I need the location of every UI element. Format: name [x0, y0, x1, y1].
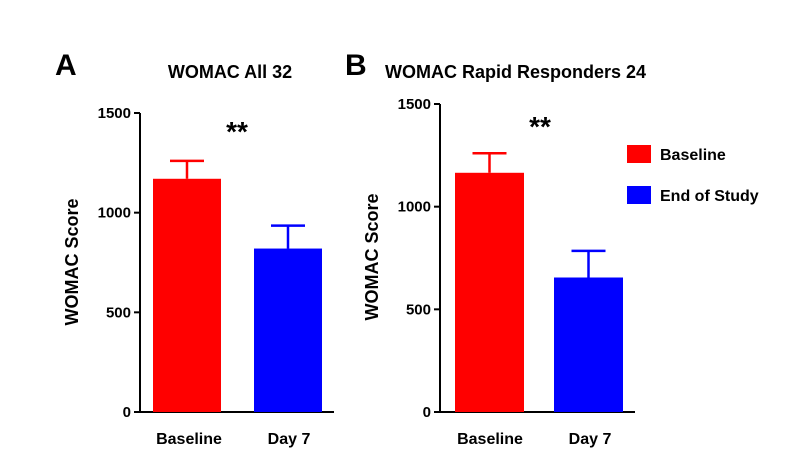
panel-a-y-axis-label: WOMAC Score: [62, 198, 82, 325]
legend-swatch-end-of-study: [627, 186, 651, 204]
panel-a-y-tick-label: 500: [106, 304, 131, 321]
panel-a: A WOMAC All 32 WOMAC Score ** 0 500 1000 15…: [55, 49, 334, 448]
panel-b: B WOMAC Rapid Responders 24 WOMAC Score …: [345, 49, 646, 448]
panel-a-marks: 0 500 1000 1500 Baseline Day 7: [98, 105, 334, 448]
panel-b-y-tick-label: 1500: [398, 96, 431, 113]
legend: Baseline End of Study: [627, 145, 759, 205]
panel-a-title: WOMAC All 32: [168, 62, 292, 82]
panel-a-y-tick-label: 1000: [98, 205, 131, 222]
panel-a-y-tick-label: 1500: [98, 105, 131, 122]
panel-letter-a: A: [55, 49, 77, 82]
panel-b-marks: 0 500 1000 1500 Baseline Day 7: [398, 96, 635, 448]
legend-label-end-of-study: End of Study: [660, 188, 759, 205]
panel-letter-b: B: [345, 49, 367, 82]
panel-b-x-tick-label-baseline: Baseline: [457, 431, 523, 448]
panel-a-x-tick-label-baseline: Baseline: [156, 431, 222, 448]
panel-b-x-tick-label-day-7: Day 7: [569, 431, 612, 448]
panel-b-title: WOMAC Rapid Responders 24: [385, 62, 646, 82]
panel-a-bar-day-7: [254, 248, 322, 412]
legend-label-baseline: Baseline: [660, 147, 726, 164]
panel-b-y-tick-label: 0: [423, 404, 431, 421]
panel-a-bar-baseline: [153, 178, 221, 412]
panel-a-significance: **: [226, 116, 248, 147]
panel-b-y-tick-label: 500: [406, 301, 431, 318]
panel-a-y-tick-label: 0: [123, 404, 131, 421]
panel-b-bar-baseline: [455, 172, 524, 412]
panel-b-y-axis-label: WOMAC Score: [362, 193, 382, 320]
panel-b-significance: **: [529, 111, 551, 142]
legend-swatch-baseline: [627, 145, 651, 163]
panel-b-bar-day-7: [554, 277, 623, 412]
panel-b-y-tick-label: 1000: [398, 199, 431, 216]
panel-a-x-tick-label-day-7: Day 7: [268, 431, 311, 448]
